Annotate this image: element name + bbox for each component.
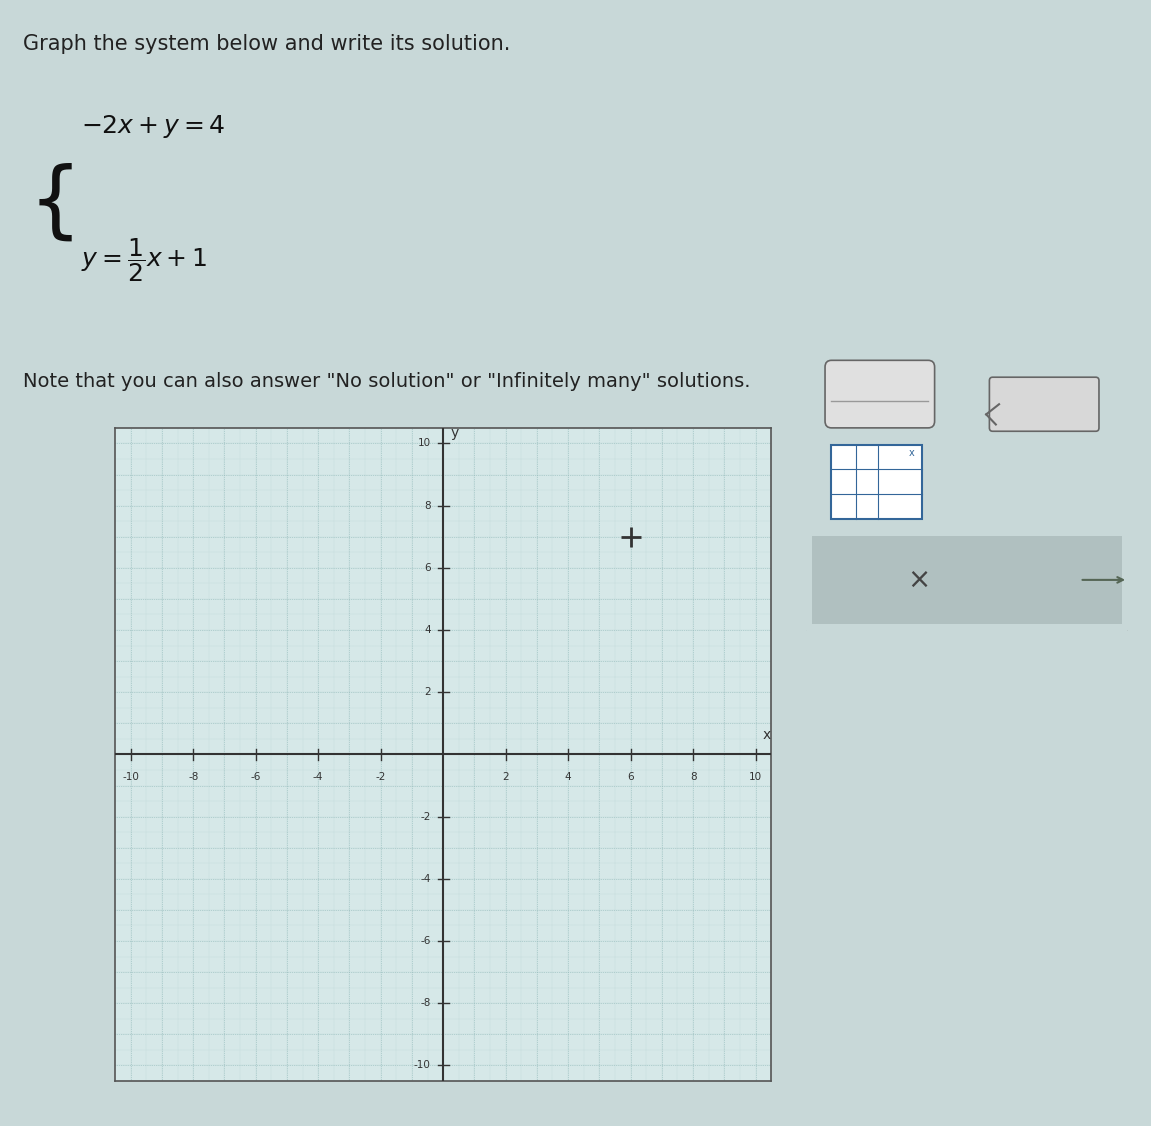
Text: -8: -8	[420, 999, 430, 1008]
Bar	[813, 536, 1121, 624]
Text: -10: -10	[413, 1061, 430, 1071]
Text: $-2x+y=4$: $-2x+y=4$	[81, 113, 224, 140]
Text: 10: 10	[418, 438, 430, 448]
Text: 4: 4	[565, 771, 571, 781]
Text: 2: 2	[502, 771, 509, 781]
Text: {: {	[28, 162, 82, 243]
Text: -6: -6	[251, 771, 261, 781]
Text: -4: -4	[420, 874, 430, 884]
Text: -2: -2	[420, 812, 430, 822]
Text: 4: 4	[424, 625, 430, 635]
Text: -4: -4	[313, 771, 323, 781]
FancyBboxPatch shape	[990, 377, 1099, 431]
Text: 10: 10	[749, 771, 762, 781]
Text: 8: 8	[689, 771, 696, 781]
Text: x: x	[762, 729, 771, 742]
Text: 6: 6	[424, 563, 430, 573]
Text: Note that you can also answer "No solution" or "Infinitely many" solutions.: Note that you can also answer "No soluti…	[23, 372, 750, 391]
Text: y: y	[451, 426, 459, 439]
Text: -2: -2	[375, 771, 386, 781]
FancyBboxPatch shape	[802, 289, 1131, 634]
Text: x: x	[909, 448, 915, 458]
Text: $y=\dfrac{1}{2}x+1$: $y=\dfrac{1}{2}x+1$	[81, 236, 207, 284]
Text: 6: 6	[627, 771, 634, 781]
Text: -10: -10	[122, 771, 139, 781]
Bar	[831, 445, 922, 519]
Text: 2: 2	[424, 687, 430, 697]
Text: ×: ×	[907, 566, 930, 593]
Text: -6: -6	[420, 936, 430, 946]
Text: Graph the system below and write its solution.: Graph the system below and write its sol…	[23, 34, 510, 54]
Text: 8: 8	[424, 501, 430, 510]
Text: -8: -8	[188, 771, 198, 781]
FancyBboxPatch shape	[825, 360, 935, 428]
